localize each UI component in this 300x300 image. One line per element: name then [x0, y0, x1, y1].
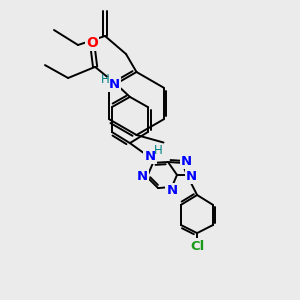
Text: O: O: [86, 36, 98, 50]
Text: N: N: [144, 149, 156, 163]
Text: H: H: [101, 73, 110, 86]
Text: N: N: [108, 78, 120, 92]
Text: H: H: [154, 144, 163, 158]
Text: Cl: Cl: [190, 239, 204, 253]
Text: N: N: [137, 170, 148, 184]
Text: N: N: [181, 155, 192, 168]
Text: N: N: [186, 170, 197, 183]
Text: N: N: [166, 184, 178, 197]
